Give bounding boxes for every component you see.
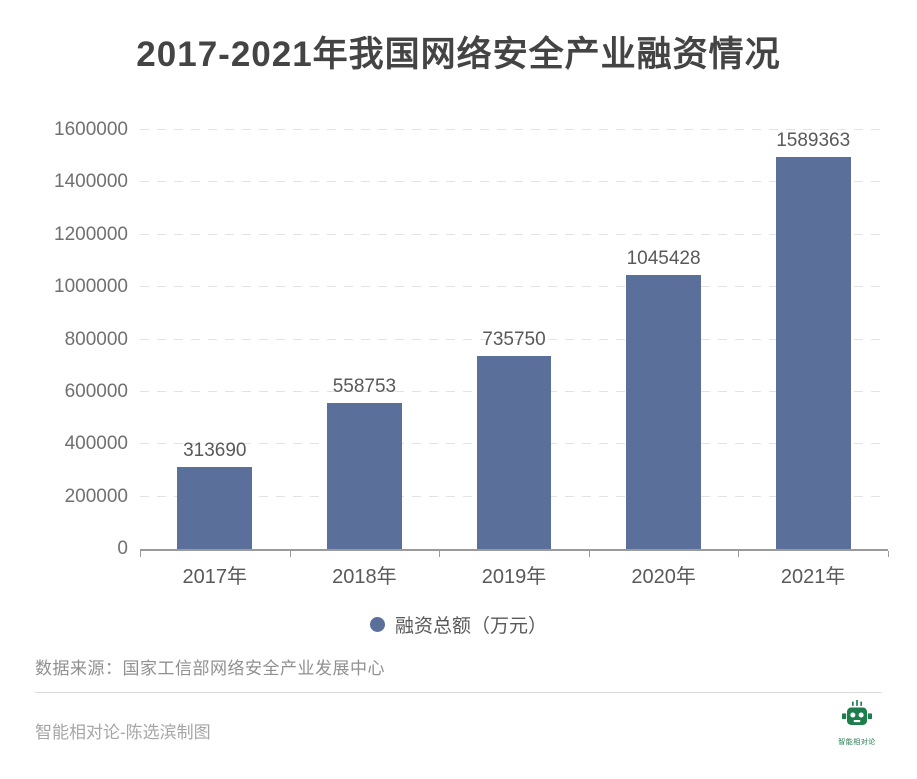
author-credit: 智能相对论-陈选滨制图 bbox=[35, 723, 211, 742]
bar-slot: 1589363 bbox=[738, 130, 888, 549]
y-axis-labels: 0 200000 400000 600000 800000 1000000 1200000 1… bbox=[0, 119, 128, 559]
x-axis-label: 2019年 bbox=[481, 566, 547, 588]
chart-title: 2017-2021年我国网络安全产业融资情况 bbox=[136, 35, 781, 74]
bar-slot: 735750 bbox=[439, 130, 589, 549]
legend-label: 融资总额（万元） bbox=[394, 616, 547, 637]
x-axis-tick bbox=[738, 551, 740, 557]
x-axis-label: 2017年 bbox=[182, 566, 248, 588]
y-axis-tick-label: 600000 bbox=[64, 380, 128, 402]
y-axis-tick-label: 0 bbox=[117, 538, 128, 559]
brand-logo: 智能相对论 bbox=[825, 700, 889, 747]
y-axis-tick-label: 200000 bbox=[64, 485, 128, 507]
bar bbox=[775, 157, 851, 549]
y-axis-tick-label: 800000 bbox=[64, 328, 128, 350]
plot-area: 313690 558753 735750 1045428 1589363 bbox=[140, 129, 889, 557]
gridline bbox=[140, 233, 888, 235]
bar-series: 313690 558753 735750 1045428 1589363 bbox=[140, 130, 888, 549]
bar-value-label: 1045428 bbox=[626, 248, 701, 270]
x-axis-tick bbox=[140, 551, 141, 557]
data-source-note: 数据来源：国家工信部网络安全产业发展中心 bbox=[35, 659, 385, 678]
bar bbox=[177, 466, 253, 549]
bar-slot: 558753 bbox=[290, 130, 440, 549]
bar bbox=[326, 402, 402, 549]
x-axis-label: 2020年 bbox=[631, 566, 696, 588]
gridline bbox=[140, 338, 888, 340]
bar-value-label: 313690 bbox=[183, 439, 247, 461]
x-axis-label: 2018年 bbox=[332, 566, 397, 588]
x-axis-label: 2021年 bbox=[780, 566, 846, 588]
y-axis-tick-label: 400000 bbox=[64, 433, 128, 455]
legend-dot-icon bbox=[369, 617, 385, 632]
x-axis-tick bbox=[888, 551, 889, 557]
y-axis-tick-label: 1200000 bbox=[54, 223, 128, 245]
gridline bbox=[140, 181, 888, 183]
bar-slot: 1045428 bbox=[589, 130, 739, 549]
bar bbox=[626, 275, 701, 549]
x-axis-tick bbox=[289, 551, 291, 557]
bar-slot: 313690 bbox=[140, 130, 290, 549]
bar bbox=[476, 356, 552, 549]
y-axis-tick-label: 1400000 bbox=[54, 171, 128, 193]
bar-value-label: 558753 bbox=[332, 375, 397, 397]
gridline bbox=[140, 129, 888, 130]
robot-logo-icon bbox=[840, 700, 874, 735]
footer-divider bbox=[35, 692, 882, 693]
bar-value-label: 735750 bbox=[482, 329, 546, 351]
bar-value-label: 1589363 bbox=[776, 130, 851, 151]
brand-logo-text: 智能相对论 bbox=[838, 739, 876, 746]
y-axis-tick-label: 1600000 bbox=[54, 119, 128, 140]
x-axis-tick bbox=[439, 551, 441, 557]
x-axis-tick bbox=[588, 551, 590, 557]
legend: 融资总额（万元） bbox=[0, 611, 917, 638]
y-axis-tick-label: 1000000 bbox=[54, 276, 128, 298]
x-axis-labels: 2017年 2018年 2019年 2020年 2021年 bbox=[140, 560, 888, 589]
gridline bbox=[140, 286, 888, 288]
